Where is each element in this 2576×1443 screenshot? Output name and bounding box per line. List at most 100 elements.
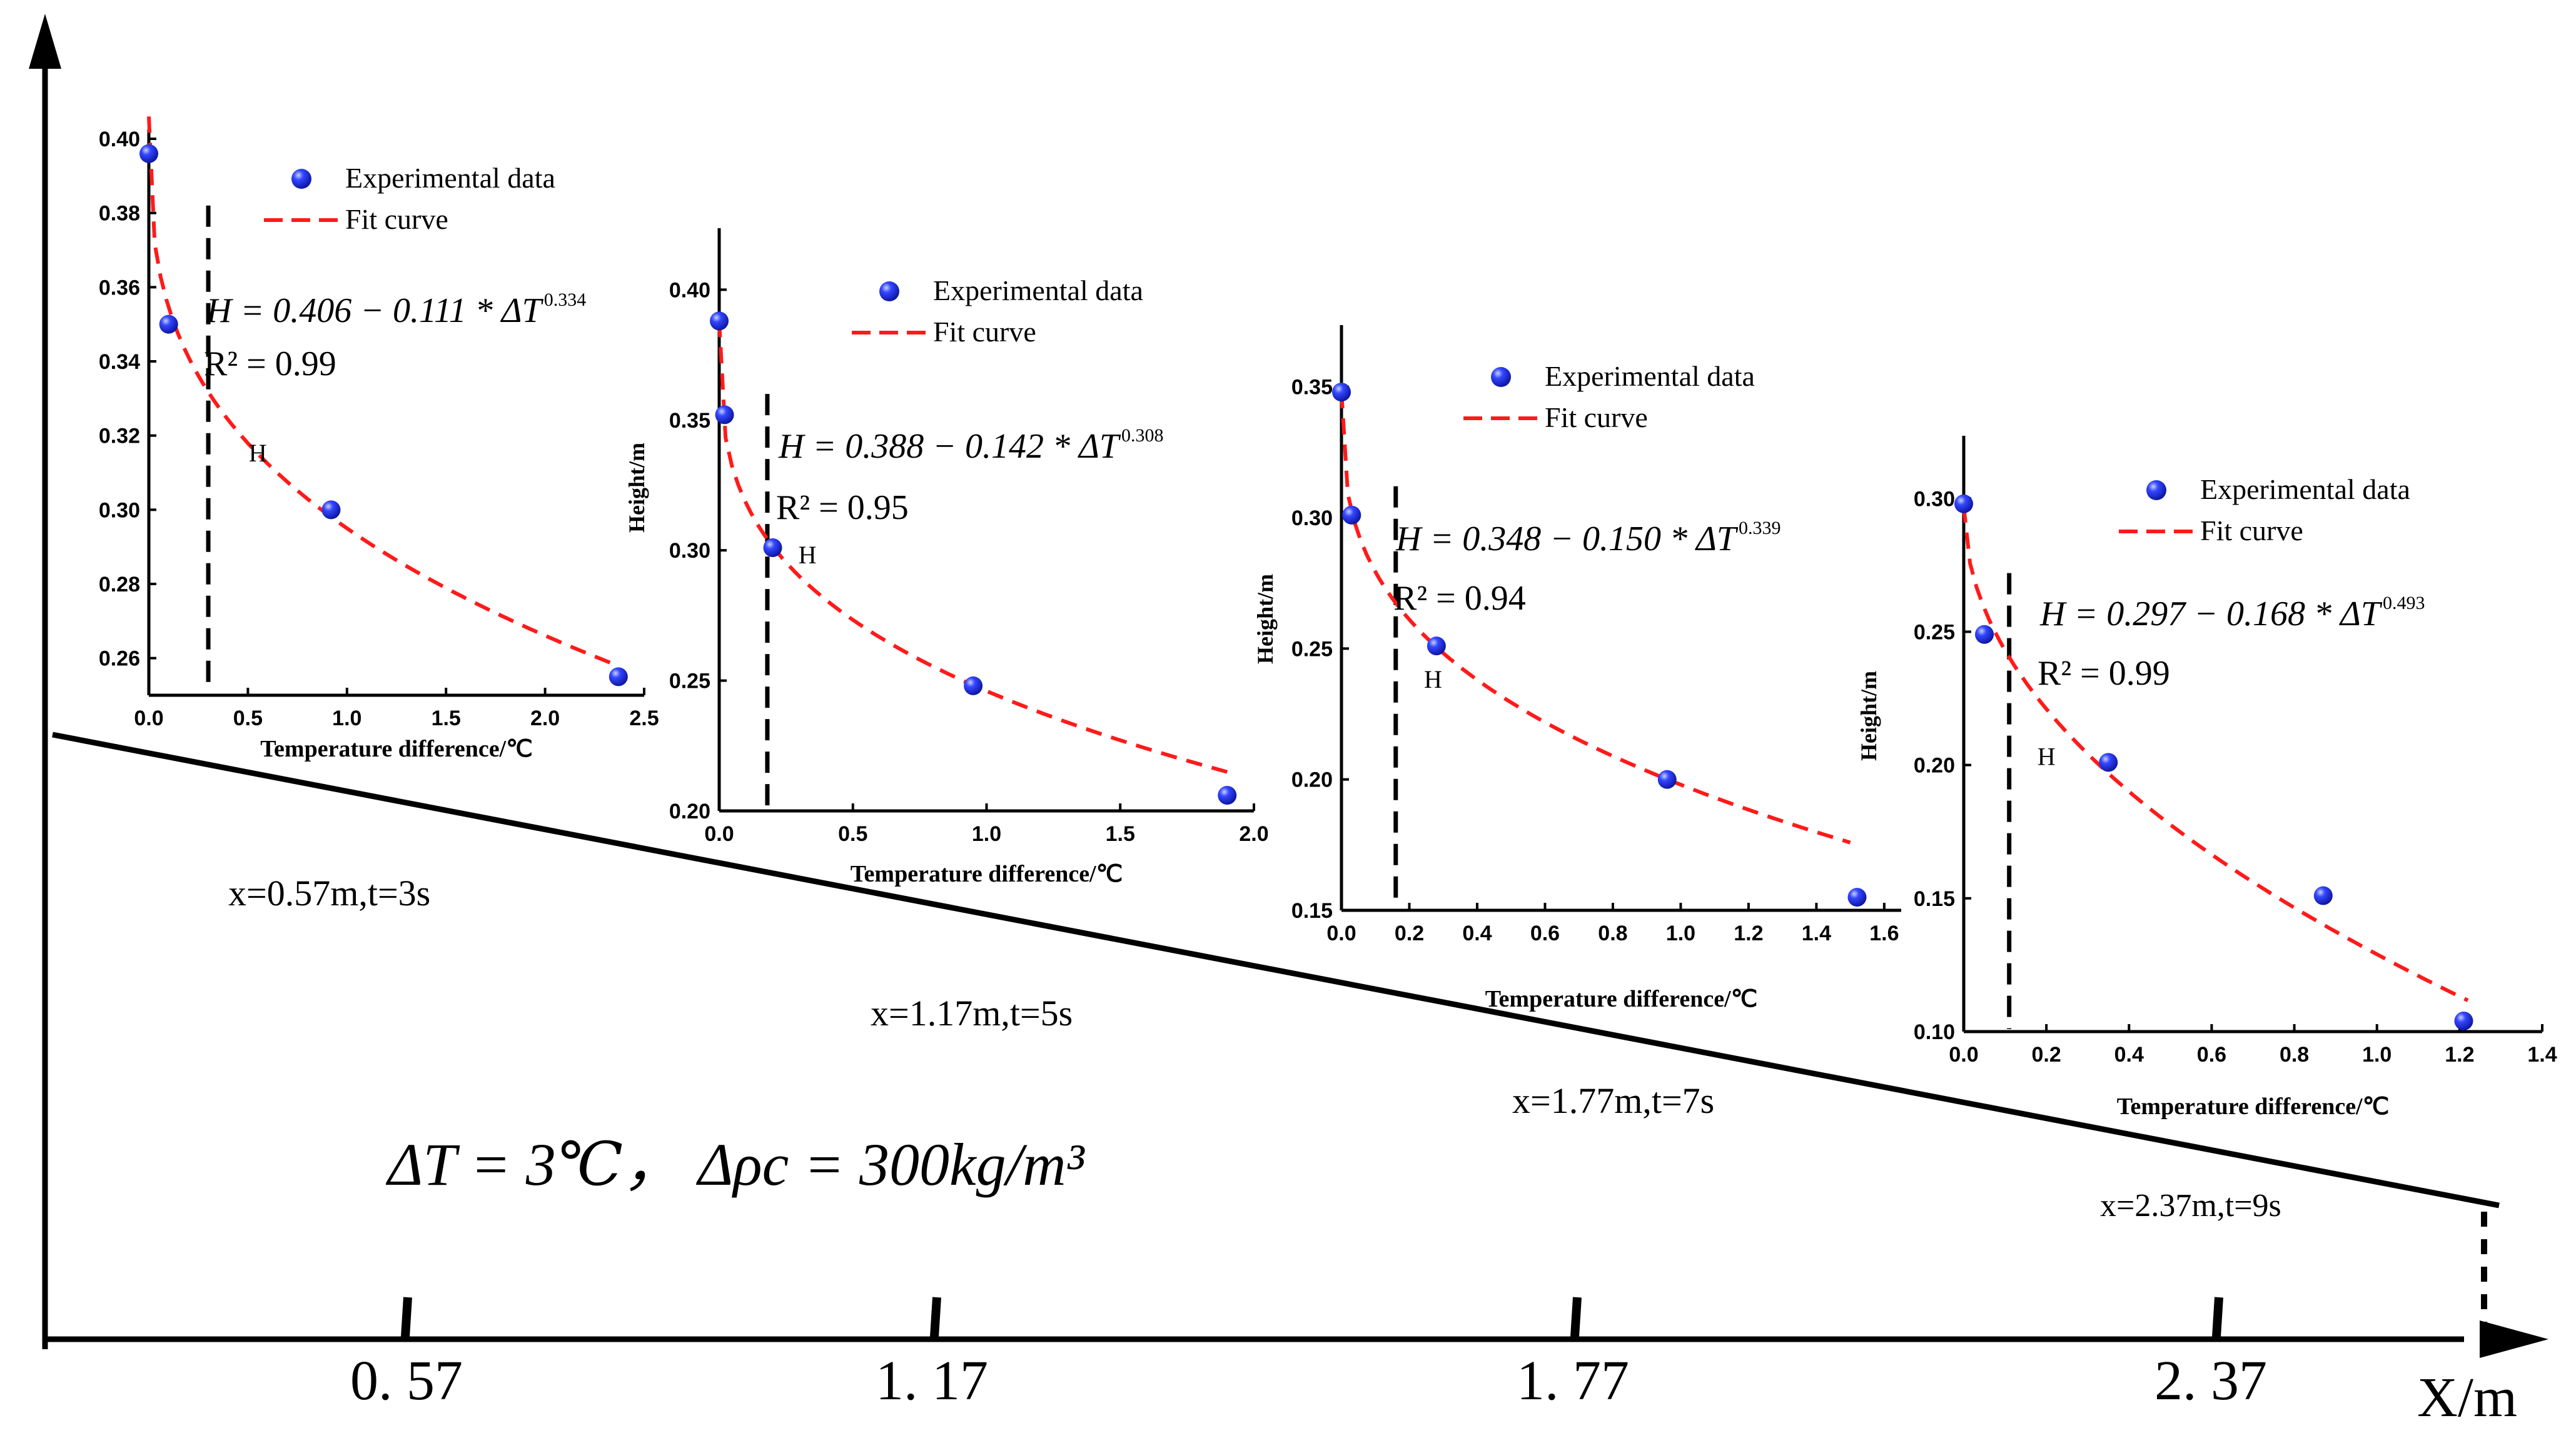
inset-data-point [2313, 886, 2333, 905]
inset-y-tick-label: 0.38 [99, 202, 140, 226]
main-tick-label: 1. 77 [1517, 1350, 1629, 1412]
main-tick-mark [401, 1297, 412, 1337]
main-y-arrow [29, 14, 61, 69]
inset-data-point [1975, 625, 1994, 644]
inset-y-tick-label: 0.25 [669, 670, 710, 693]
inset-x-tick-label: 0.5 [233, 706, 263, 730]
station-label: x=1.77m,t=7s [1512, 1080, 1714, 1121]
inset-data-point [2454, 1011, 2473, 1030]
inset-fit-curve [1962, 506, 2469, 1002]
inset-y-tick-label: 0.40 [99, 128, 140, 151]
inset-y-axis-label: Height/m [624, 443, 649, 533]
inset-fit-equation: H = 0.297 − 0.168 * ΔT [2039, 595, 2383, 633]
inset-x-tick-label: 0.8 [1598, 922, 1627, 945]
main-tick-mark [1570, 1297, 1582, 1337]
legend-point-icon [291, 169, 311, 189]
inset-data-point [1218, 785, 1237, 805]
inset-chart-1: 0.0 0.5 1.0 1.5 2.0 2.5 0.26 0.28 0.30 0.32 0.34 0.… [99, 116, 659, 762]
inset-x-tick-label: 0.0 [1949, 1043, 1978, 1067]
inset-y-tick-label: 0.35 [1291, 376, 1333, 400]
main-tick-label: 0. 57 [350, 1350, 463, 1412]
inset-data-point [1657, 770, 1677, 789]
inset-x-tick-label: 1.0 [332, 706, 361, 730]
inset-x-tick-label: 0.0 [134, 706, 163, 730]
inset-y-tick-label: 0.35 [669, 409, 710, 433]
inset-x-axis-label: Temperature difference/℃ [1485, 986, 1758, 1012]
inset-y-axis-label: Height/m [1253, 574, 1278, 664]
inset-y-tick-label: 0.20 [1914, 754, 1955, 778]
legend-experimental-label: Experimental data [933, 274, 1143, 306]
inset-y-tick-label: 0.36 [99, 276, 140, 299]
inset-data-point [2099, 753, 2118, 772]
inset-data-point [609, 667, 628, 686]
inset-data-point [1847, 888, 1867, 907]
inset-data-point [763, 538, 782, 558]
main-tick-mark [930, 1297, 941, 1337]
inset-x-tick-label: 1.0 [972, 822, 1001, 846]
legend-experimental-label: Experimental data [2200, 473, 2410, 505]
legend-experimental-label: Experimental data [1545, 360, 1755, 392]
inset-data-point [321, 500, 341, 520]
inset-x-tick-label: 0.5 [838, 822, 867, 846]
inset-y-tick-label: 0.30 [1914, 487, 1955, 511]
inset-data-point [1427, 636, 1446, 656]
inset-x-tick-label: 1.5 [1106, 822, 1135, 846]
inset-data-point [1342, 505, 1361, 525]
inset-y-tick-label: 0.40 [669, 278, 710, 302]
inset-y-tick-label: 0.32 [99, 425, 140, 448]
inset-x-tick-label: 1.4 [2527, 1043, 2557, 1067]
legend-point-icon [1491, 367, 1511, 387]
main-tick-mark [2212, 1297, 2223, 1337]
inset-fit-curve [147, 116, 619, 668]
inset-data-point [1954, 494, 1973, 513]
inset-chart-4: 0.0 0.2 0.4 0.6 0.8 1.0 1.2 1.4 0.10 0.15 0.20 0.25… [1856, 436, 2557, 1120]
main-x-arrow [2480, 1320, 2548, 1358]
inset-data-point [159, 314, 178, 334]
station-label: x=2.37m,t=9s [2100, 1188, 2281, 1224]
inset-x-tick-label: 0.0 [704, 822, 734, 846]
inset-data-point [139, 144, 158, 163]
inset-r-squared: R² = 0.99 [204, 344, 336, 383]
legend-experimental-label: Experimental data [345, 162, 555, 194]
main-tick-label: 2. 37 [2154, 1350, 2267, 1412]
legend-fit-label: Fit curve [1545, 401, 1648, 433]
legend-point-icon [879, 281, 899, 301]
inset-y-tick-label: 0.25 [1291, 637, 1333, 661]
inset-chart-3: 0.0 0.2 0.4 0.6 0.8 1.0 1.2 1.4 1.6 0.15 0.20 0.25 0… [1253, 325, 1901, 1012]
inset-x-tick-label: 0.6 [2197, 1043, 2226, 1067]
inset-r-squared: R² = 0.95 [776, 488, 909, 527]
station-label: x=0.57m,t=3s [228, 873, 430, 913]
main-axes: 0. 57 1. 17 1. 77 2. 37 X/m x=0.57m,t=3s… [29, 14, 2548, 1429]
legend-point-icon [2146, 480, 2166, 500]
inset-y-tick-label: 0.15 [1291, 899, 1333, 923]
inset-fit-exponent: 0.334 [544, 289, 587, 310]
legend-fit-label: Fit curve [933, 316, 1036, 348]
inset-marker-label: H [249, 439, 267, 467]
inset-charts: 0.0 0.5 1.0 1.5 2.0 2.5 0.26 0.28 0.30 0.32 0.34 0.… [99, 116, 2557, 1120]
inset-r-squared: R² = 0.94 [1393, 579, 1526, 618]
inset-marker-label: H [799, 541, 817, 569]
inset-y-tick-label: 0.30 [669, 539, 710, 563]
inset-marker-label: H [1424, 665, 1442, 693]
inset-fit-curve [1340, 391, 1851, 845]
inset-x-tick-label: 1.0 [1666, 922, 1695, 945]
inset-x-axis-label: Temperature difference/℃ [851, 861, 1123, 887]
inset-y-tick-label: 0.34 [99, 350, 140, 374]
inset-x-tick-label: 0.8 [2280, 1043, 2309, 1067]
inset-fit-exponent: 0.493 [2383, 593, 2425, 613]
inset-y-tick-label: 0.25 [1914, 620, 1955, 644]
inset-fit-curve [717, 321, 1228, 774]
inset-fit-exponent: 0.339 [1739, 518, 1781, 538]
inset-marker-label: H [2038, 743, 2056, 771]
inset-y-tick-label: 0.20 [669, 800, 710, 823]
inset-data-point [1332, 383, 1351, 402]
inset-y-tick-label: 0.10 [1914, 1020, 1955, 1044]
inset-x-tick-label: 1.5 [432, 706, 461, 730]
inset-x-tick-label: 2.5 [629, 706, 659, 730]
inset-x-tick-label: 1.0 [2362, 1043, 2392, 1067]
inset-fit-equation: H = 0.406 − 0.111 * ΔT [206, 291, 544, 330]
inset-data-point [715, 405, 734, 425]
inset-fit-equation: H = 0.348 − 0.150 * ΔT [1395, 520, 1739, 558]
inset-fit-exponent: 0.308 [1121, 425, 1164, 446]
